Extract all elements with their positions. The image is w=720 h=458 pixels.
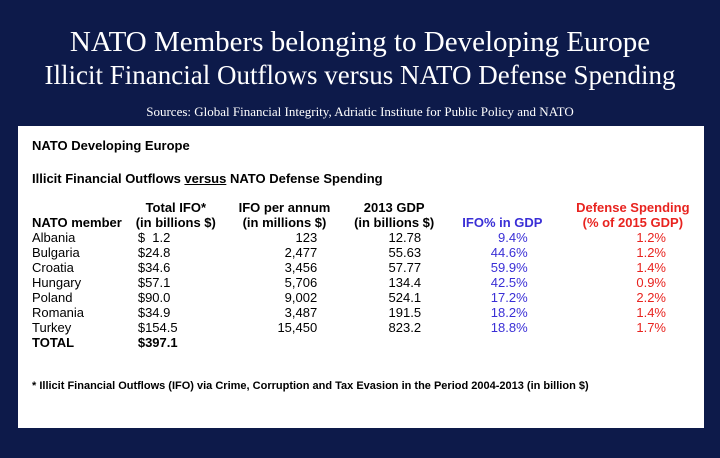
cell-defense: 1.4% [636,260,666,275]
table-row: Albania $ 1.2 123 12.78 9.4% 1.2% [30,230,704,245]
header-member: NATO member [32,215,122,230]
cell-gdp: 823.2 [388,320,422,335]
cell-defense: 1.7% [636,320,666,335]
cell-total-ifo: $34.9 [137,305,171,320]
cell-ifo-pct: 59.9% [490,260,528,275]
cell-gdp: 55.63 [388,245,422,260]
cell-total-ifo: $57.1 [137,275,171,290]
cell-gdp: 524.1 [388,290,422,305]
title-line-1: NATO Members belonging to Developing Eur… [69,26,651,58]
data-table: NATO member Total IFO* (in billions $) IF… [30,200,704,350]
title-line-2: Illicit Financial Outflows versus NATO D… [44,60,676,90]
cell-ifo-per-annum: 3,456 [284,260,318,275]
cell-member: Turkey [32,320,72,335]
header-row: NATO member Total IFO* (in billions $) IF… [30,200,704,230]
table-panel: NATO Developing Europe Illicit Financial… [18,126,704,428]
cell-total-ifo: $ 1.2 [137,230,171,245]
cell-defense: 1.2% [636,245,666,260]
cell-ifo-pct: 9.4% [498,230,528,245]
table-row: Bulgaria $24.8 2,477 55.63 44.6% 1.2% [30,245,704,260]
header-ifo-per-annum: IFO per annum (in millions $) [238,200,331,230]
sources-line: Sources: Global Financial Integrity, Adr… [146,104,574,119]
cell-ifo-per-annum: 3,487 [284,305,318,320]
cell-defense: 0.9% [636,275,666,290]
footnote: * Illicit Financial Outflows (IFO) via C… [32,380,589,392]
total-row: TOTAL $397.1 [30,335,704,350]
total-label: TOTAL [32,335,75,350]
table-row: Turkey $154.5 15,450 823.2 18.8% 1.7% [30,320,704,335]
cell-ifo-pct: 44.6% [490,245,528,260]
subheading-versus: versus [184,171,227,186]
cell-ifo-per-annum: 2,477 [284,245,318,260]
cell-gdp: 134.4 [388,275,422,290]
cell-total-ifo: $24.8 [137,245,171,260]
subheading-post: NATO Defense Spending [226,171,383,186]
cell-member: Croatia [32,260,74,275]
cell-gdp: 12.78 [388,230,422,245]
cell-member: Albania [32,230,76,245]
cell-defense: 2.2% [636,290,666,305]
cell-ifo-pct: 17.2% [490,290,528,305]
cell-ifo-pct: 18.2% [490,305,528,320]
header-total-ifo: Total IFO* (in billions $) [135,200,216,230]
cell-ifo-per-annum: 5,706 [284,275,318,290]
cell-ifo-pct: 42.5% [490,275,528,290]
cell-gdp: 57.77 [388,260,422,275]
cell-ifo-pct: 18.8% [490,320,528,335]
panel-heading: NATO Developing Europe [32,138,190,153]
table-row: Croatia $34.6 3,456 57.77 59.9% 1.4% [30,260,704,275]
cell-ifo-per-annum: 15,450 [277,320,318,335]
cell-total-ifo: $90.0 [137,290,171,305]
cell-total-ifo: $154.5 [137,320,178,335]
cell-ifo-per-annum: 123 [295,230,318,245]
cell-ifo-per-annum: 9,002 [284,290,318,305]
panel-subheading: Illicit Financial Outflows versus NATO D… [32,171,383,186]
table-row: Romania $34.9 3,487 191.5 18.2% 1.4% [30,305,704,320]
subheading-pre: Illicit Financial Outflows [32,171,185,186]
header-defense-spending: Defense Spending (% of 2015 GDP) [576,200,690,230]
cell-member: Bulgaria [32,245,80,260]
cell-defense: 1.2% [636,230,666,245]
cell-member: Poland [32,290,73,305]
table-row: Poland $90.0 9,002 524.1 17.2% 2.2% [30,290,704,305]
table-row: Hungary $57.1 5,706 134.4 42.5% 0.9% [30,275,704,290]
cell-total-ifo: $34.6 [137,260,171,275]
total-ifo: $397.1 [137,335,178,350]
cell-member: Hungary [32,275,82,290]
header-ifo-pct: IFO% in GDP [462,215,543,230]
cell-member: Romania [32,305,85,320]
cell-defense: 1.4% [636,305,666,320]
header-gdp: 2013 GDP (in billions $) [354,200,435,230]
cell-gdp: 191.5 [388,305,422,320]
